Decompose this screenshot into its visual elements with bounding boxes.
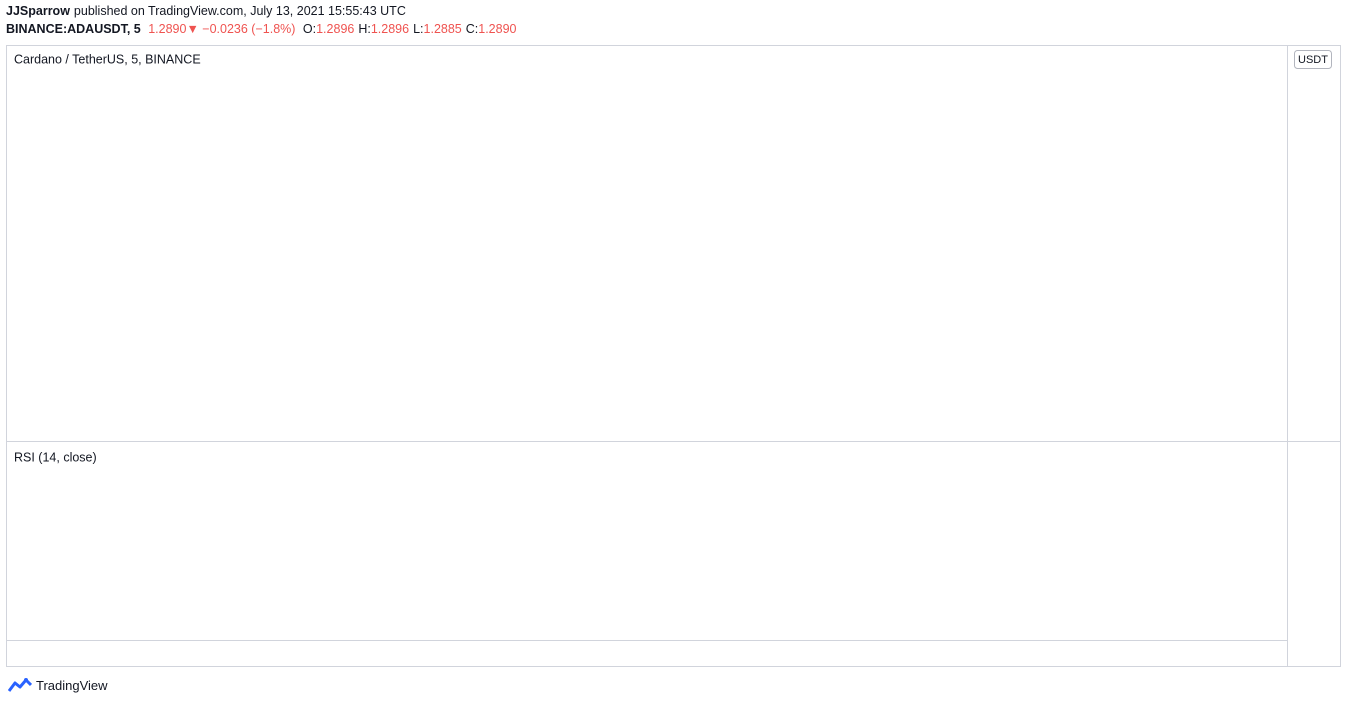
brand: TradingView <box>8 677 108 693</box>
ohlc-label: L: <box>413 22 424 36</box>
change: ▼ −0.0236 (−1.8%) <box>186 22 296 36</box>
ohlc: O:1.2896 H:1.2896 L:1.2885 C:1.2890 <box>299 22 517 36</box>
ohlc-label: C: <box>465 22 479 36</box>
symbol: BINANCE:ADAUSDT, 5 <box>6 22 141 36</box>
brand-name: TradingView <box>36 677 108 693</box>
currency-box <box>1294 50 1332 69</box>
price-pane-title: Cardano / TetherUS, 5, BINANCE <box>14 52 201 66</box>
ohlc-value: 1.2896 <box>370 22 410 36</box>
author: JJSparrow <box>6 4 70 18</box>
price: 1.2890 <box>148 22 187 36</box>
ohlc-value: 1.2890 <box>478 22 517 36</box>
ohlc-value: 1.2885 <box>423 22 462 36</box>
ohlc-label: O: <box>302 22 317 36</box>
ohlc-value: 1.2896 <box>316 22 355 36</box>
frame <box>6 45 1341 667</box>
published: published on TradingView.com, July 13, 2… <box>73 4 406 18</box>
brand-logo <box>8 678 32 692</box>
symbol-line: BINANCE:ADAUSDT, 5 1.2890▼ −0.0236 (−1.8… <box>6 22 516 36</box>
currency: USDT <box>1298 54 1328 66</box>
publish-line: JJSparrow published on TradingView.com, J… <box>6 4 406 18</box>
rsi-title: RSI (14, close) <box>14 450 97 464</box>
ohlc-label: H: <box>358 22 371 36</box>
